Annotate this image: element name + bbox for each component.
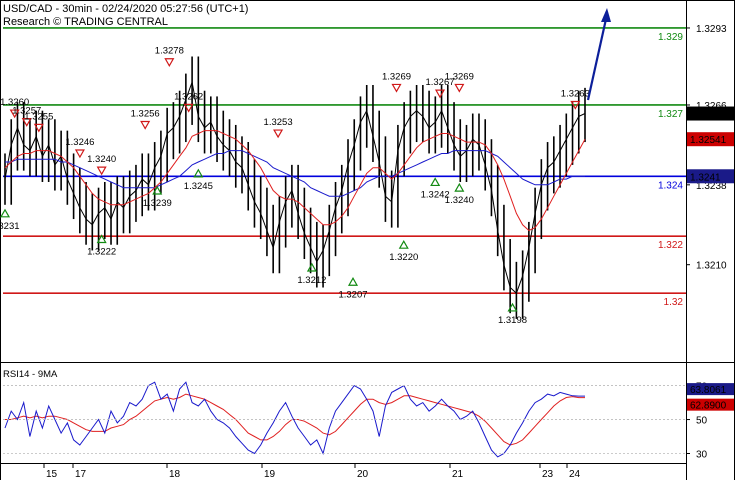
swing-high-label: 1.3269 (445, 71, 474, 82)
swing-low-marker (306, 262, 317, 272)
swing-low-marker (398, 239, 409, 249)
time-tick-label: 17 (75, 469, 87, 480)
level-label-1.324: 1.324 (658, 180, 683, 191)
ma-fast-line (4, 130, 586, 232)
price-tick-label: 1.3238 (696, 181, 727, 192)
swing-high-marker (96, 166, 107, 176)
swing-low-label: 1.3239 (143, 198, 172, 209)
time-tick-label: 24 (569, 469, 581, 480)
swing-high-marker (183, 103, 194, 113)
rsi-tick-label: 30 (696, 450, 708, 461)
swing-high-marker (21, 118, 32, 127)
rsi-title: RSI14 - 9MA (3, 369, 58, 380)
price-tag-current (687, 106, 734, 121)
swing-low-label: 1.3242 (421, 189, 450, 200)
swing-low-marker (96, 234, 107, 244)
rsi-tag-label-rsi_line: 63.8061 (690, 385, 727, 396)
swing-high-label: 1.3278 (155, 46, 184, 57)
time-tick-label: 20 (357, 469, 369, 480)
swing-low-label: 1.3212 (297, 275, 326, 286)
swing-high-marker (454, 83, 465, 93)
swing-low-marker (347, 277, 359, 286)
level-label-1.322: 1.322 (658, 240, 683, 251)
rsi-line (4, 381, 585, 458)
swing-high-label: 1.3255 (24, 111, 53, 122)
level-label-1.327: 1.327 (658, 109, 683, 120)
axis-layer: 1.3293 1.3266 1.3238 1.3210 1.32634 1.32541 1.… (3, 24, 734, 480)
level-label-1.329: 1.329 (658, 32, 683, 43)
time-tick-label: 19 (264, 469, 276, 480)
chart-title: USD/CAD - 30min - 02/24/2020 05:27:56 (U… (3, 3, 248, 15)
ma-slow-line (5, 150, 585, 197)
swing-low-label: 1.3231 (0, 221, 20, 232)
price-tick-label: 1.3266 (696, 101, 727, 112)
swing-low-label: 1.3245 (184, 181, 213, 192)
swing-high-label: 1.3262 (174, 91, 203, 102)
price-line (4, 80, 586, 295)
price-tick-label: 1.3210 (696, 261, 727, 272)
price-tag-label-ma_fast: 1.32541 (690, 135, 727, 146)
series-layer (4, 56, 586, 458)
price-tag-ma_fast (687, 132, 734, 147)
swing-low-marker (507, 302, 518, 312)
swing-high-label: 1.3267 (425, 77, 454, 88)
swing-high-marker (273, 129, 284, 139)
price-tag-label-current: 1.32634 (690, 110, 727, 121)
swing-high-marker (33, 123, 44, 133)
rsi-tag-label-rsi_ma: 62.8900 (690, 401, 727, 412)
swing-high-label: 1.3253 (264, 117, 293, 128)
swing-low-marker (193, 168, 204, 178)
swing-low-label: 1.3222 (87, 246, 116, 257)
swing-low-marker (0, 208, 11, 218)
swing-high-label: 1.3269 (382, 71, 411, 82)
swing-high-marker (140, 120, 151, 130)
swing-low-label: 1.3220 (389, 252, 418, 263)
swing-high-marker (391, 83, 402, 93)
rsi-tick-label: 50 (696, 416, 708, 427)
chart-subtitle: Research © TRADING CENTRAL (3, 16, 168, 28)
swing-high-label: 1.3246 (65, 137, 94, 148)
swing-low-label: 1.3207 (338, 289, 367, 300)
price-tick-label: 1.3293 (696, 24, 727, 35)
price-tag-label-ma_slow: 1.3241 (690, 172, 721, 183)
swing-high-marker (9, 109, 20, 119)
swing-high-label: 1.3240 (87, 154, 116, 165)
projection-arrow (586, 8, 611, 101)
swing-high-marker (74, 149, 85, 159)
swing-high-marker (434, 89, 446, 99)
swing-low-marker (454, 182, 465, 192)
swing-high-marker (570, 100, 581, 110)
rsi-tag-rsi_line (687, 383, 734, 396)
price-tag-ma_slow (687, 169, 734, 184)
level-label-1.32: 1.32 (664, 297, 684, 308)
swing-high-label: 1.3263 (561, 89, 590, 100)
time-tick-label: 21 (452, 469, 464, 480)
swing-high-label: 1.3260 (0, 97, 29, 108)
swing-low-marker (430, 177, 441, 187)
rsi-tag-rsi_ma (687, 398, 734, 411)
swing-high-label: 1.3256 (131, 108, 160, 119)
swing-low-label: 1.3240 (445, 195, 474, 206)
swing-low-label: 1.3198 (498, 315, 527, 326)
swing-high-marker (164, 58, 175, 67)
swing-low-marker (152, 185, 163, 195)
time-tick-label: 23 (542, 469, 554, 480)
swing-high-label: 1.3257 (12, 106, 41, 117)
time-tick-label: 18 (169, 469, 181, 480)
time-tick-label: 15 (46, 469, 58, 480)
